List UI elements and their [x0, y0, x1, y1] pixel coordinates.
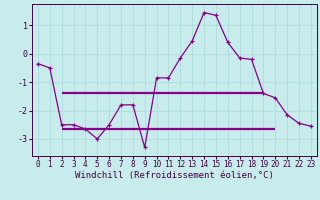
X-axis label: Windchill (Refroidissement éolien,°C): Windchill (Refroidissement éolien,°C)	[75, 171, 274, 180]
